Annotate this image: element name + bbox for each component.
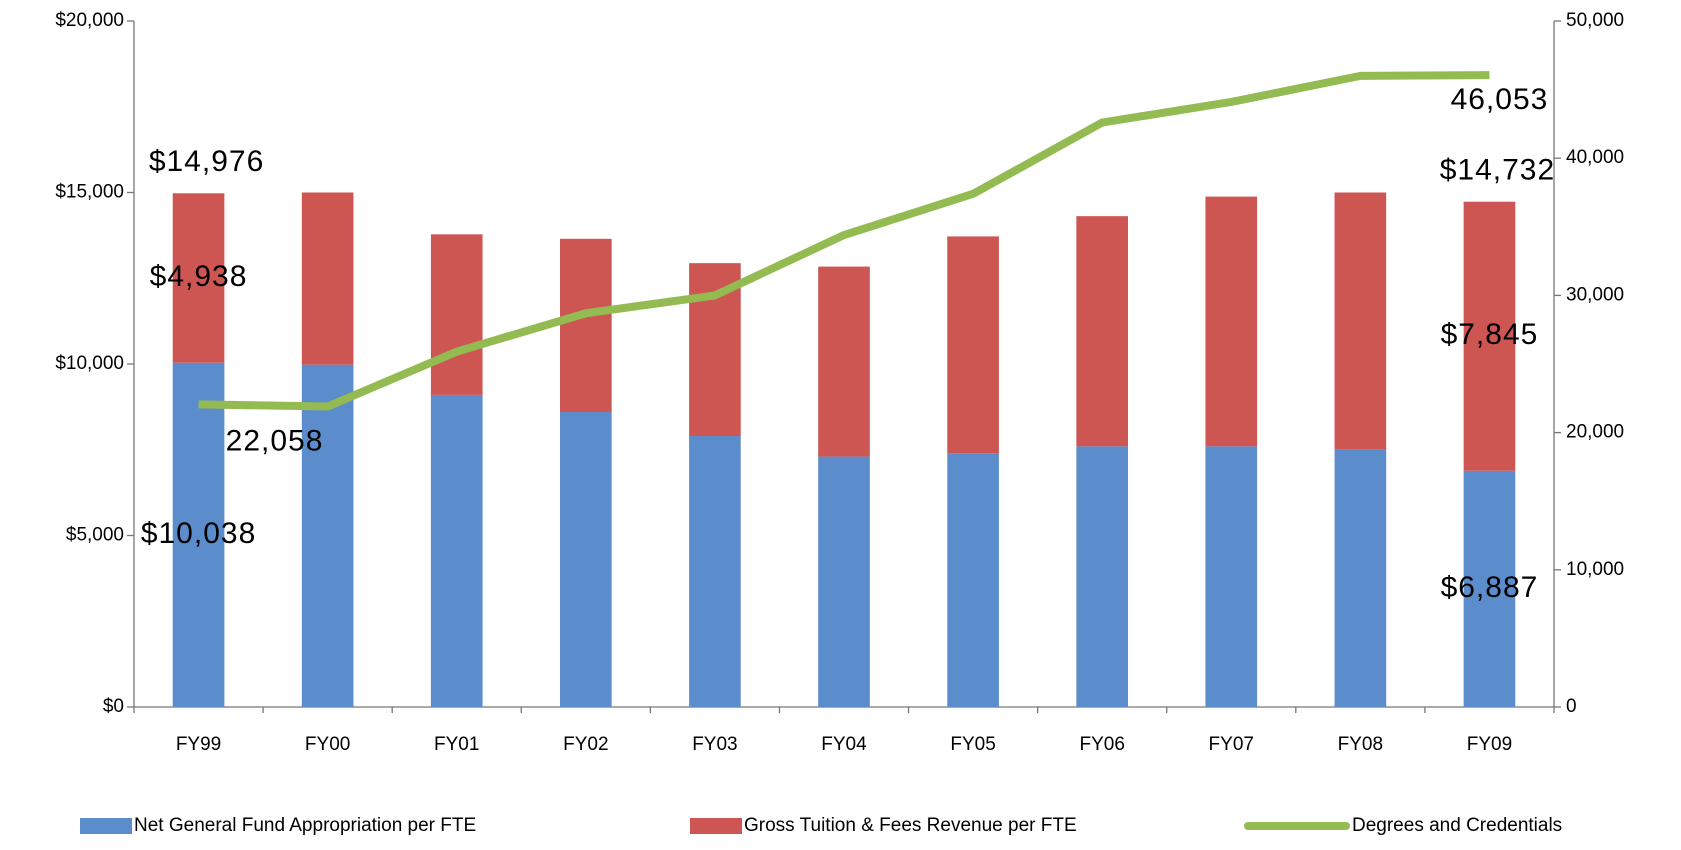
y-tick-label: $10,000 <box>55 353 124 374</box>
x-tick-label: FY99 <box>176 734 221 755</box>
total-label: $14,976 <box>149 145 264 178</box>
y2-tick-label: 50,000 <box>1566 10 1624 31</box>
data-label: $4,938 <box>150 260 248 293</box>
data-label: 46,053 <box>1451 83 1549 116</box>
bar <box>1076 446 1128 707</box>
bar <box>818 456 870 707</box>
bar <box>818 266 870 457</box>
x-tick-label: FY04 <box>821 734 867 755</box>
bar <box>172 193 225 363</box>
line <box>198 71 1490 411</box>
x-tick-label: FY08 <box>1338 734 1383 755</box>
legend-swatch <box>80 818 132 834</box>
y2-tick-label: 30,000 <box>1566 284 1624 305</box>
x-tick-label: FY03 <box>692 734 737 755</box>
x-tick-label: FY05 <box>950 734 995 755</box>
x-tick-label: FY06 <box>1079 734 1124 755</box>
bar <box>430 394 483 707</box>
bar <box>430 234 483 395</box>
y-tick-label: $15,000 <box>55 182 124 203</box>
bar <box>1334 449 1387 707</box>
bar <box>1334 192 1387 450</box>
bar <box>1205 196 1258 447</box>
legend-label: Net General Fund Appropriation per FTE <box>134 815 476 836</box>
data-label: $7,845 <box>1441 318 1539 351</box>
bar <box>560 412 612 707</box>
y-tick-label: $20,000 <box>55 10 124 31</box>
bar <box>1463 470 1516 707</box>
bar <box>1076 216 1128 447</box>
y2-tick-label: 0 <box>1566 696 1577 717</box>
bar <box>301 364 354 707</box>
x-tick-label: FY00 <box>305 734 350 755</box>
data-label: 22,058 <box>226 424 324 457</box>
y-tick-label: $5,000 <box>66 525 124 546</box>
bar <box>1463 201 1516 471</box>
bar <box>560 238 612 413</box>
bar <box>172 362 225 707</box>
data-label: $10,038 <box>141 517 256 550</box>
total-label: $14,732 <box>1440 154 1555 187</box>
x-tick-label: FY07 <box>1209 734 1254 755</box>
legend-label: Degrees and Credentials <box>1352 815 1562 836</box>
data-label: $6,887 <box>1441 571 1539 604</box>
bar <box>947 236 999 454</box>
bar <box>689 436 741 707</box>
x-tick-label: FY02 <box>563 734 608 755</box>
x-tick-label: FY01 <box>434 734 479 755</box>
legend-swatch <box>690 818 742 834</box>
bar <box>301 192 354 365</box>
x-tick-label: FY09 <box>1467 734 1512 755</box>
y2-tick-label: 40,000 <box>1566 147 1624 168</box>
bar <box>947 453 999 707</box>
legend-label: Gross Tuition & Fees Revenue per FTE <box>744 815 1077 836</box>
y2-tick-label: 10,000 <box>1566 559 1624 580</box>
y-tick-label: $0 <box>103 696 124 717</box>
y2-tick-label: 20,000 <box>1566 422 1624 443</box>
bar <box>1205 446 1258 707</box>
